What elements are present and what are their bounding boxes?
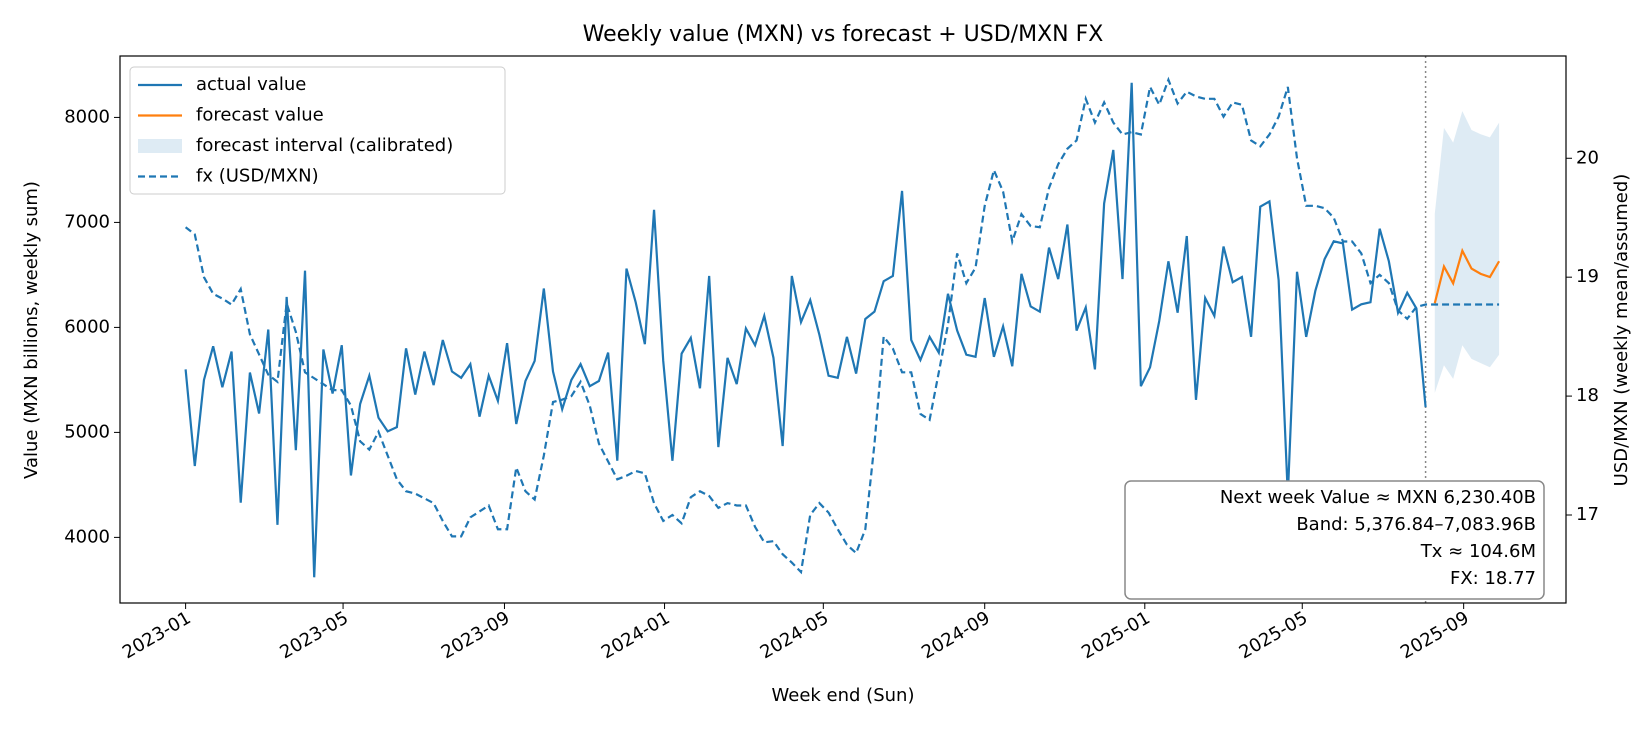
- legend-swatch: [138, 139, 182, 153]
- annotation: Next week Value ≈ MXN 6,230.40B Band: 5,3…: [1124, 480, 1545, 600]
- y2-tick-label: 18: [1576, 385, 1599, 406]
- x-tick-label: 2023-09: [438, 607, 514, 663]
- x-tick-label: 2023-05: [276, 607, 352, 663]
- y-tick-label: 4000: [64, 526, 110, 547]
- y2-axis-label: USD/MXN (weekly mean/assumed): [1611, 174, 1632, 487]
- x-tick-label: 2024-05: [757, 607, 833, 663]
- y2-tick-label: 20: [1576, 147, 1599, 168]
- x-axis-label: Week end (Sun): [772, 685, 915, 706]
- annotation-line: FX: 18.77: [1450, 568, 1536, 589]
- value-line: [1433, 247, 1501, 304]
- x-tick-label: 2025-09: [1397, 607, 1473, 663]
- x-tick-label: 2025-05: [1236, 607, 1312, 663]
- legend-label: forecast value: [196, 105, 324, 126]
- value-line: [184, 82, 1427, 578]
- x-tick-label: 2023-01: [119, 607, 195, 663]
- y-tick-label: 5000: [64, 421, 110, 442]
- y-tick-label: 7000: [64, 211, 110, 232]
- legend-label: fx (USD/MXN): [196, 166, 319, 187]
- legend-box: [129, 66, 506, 195]
- annotation-box: [1124, 480, 1545, 600]
- plot-frame: [119, 55, 1567, 604]
- y-tick-label: 6000: [64, 316, 110, 337]
- x-tick-label: 2025-01: [1078, 607, 1154, 663]
- x-tick-label: 2024-09: [918, 607, 994, 663]
- x-tick-label: 2024-01: [598, 607, 674, 663]
- annotation-line: Band: 5,376.84–7,083.96B: [1296, 514, 1536, 535]
- y2-tick-label: 19: [1576, 266, 1599, 287]
- legend-label: forecast interval (calibrated): [196, 135, 453, 156]
- forecast-band: [1434, 111, 1500, 393]
- annotation-line: Tx ≈ 104.6M: [1420, 541, 1536, 562]
- y-tick-label: 8000: [64, 106, 110, 127]
- legend-label: actual value: [196, 74, 306, 95]
- chart-title: Weekly value (MXN) vs forecast + USD/MXN…: [583, 22, 1104, 47]
- y-axis-label: Value (MXN billions, weekly sum): [21, 181, 42, 479]
- y2-tick-label: 17: [1576, 504, 1599, 525]
- legend: actual value forecast value forecast inter…: [129, 66, 506, 195]
- annotation-line: Next week Value ≈ MXN 6,230.40B: [1220, 487, 1536, 508]
